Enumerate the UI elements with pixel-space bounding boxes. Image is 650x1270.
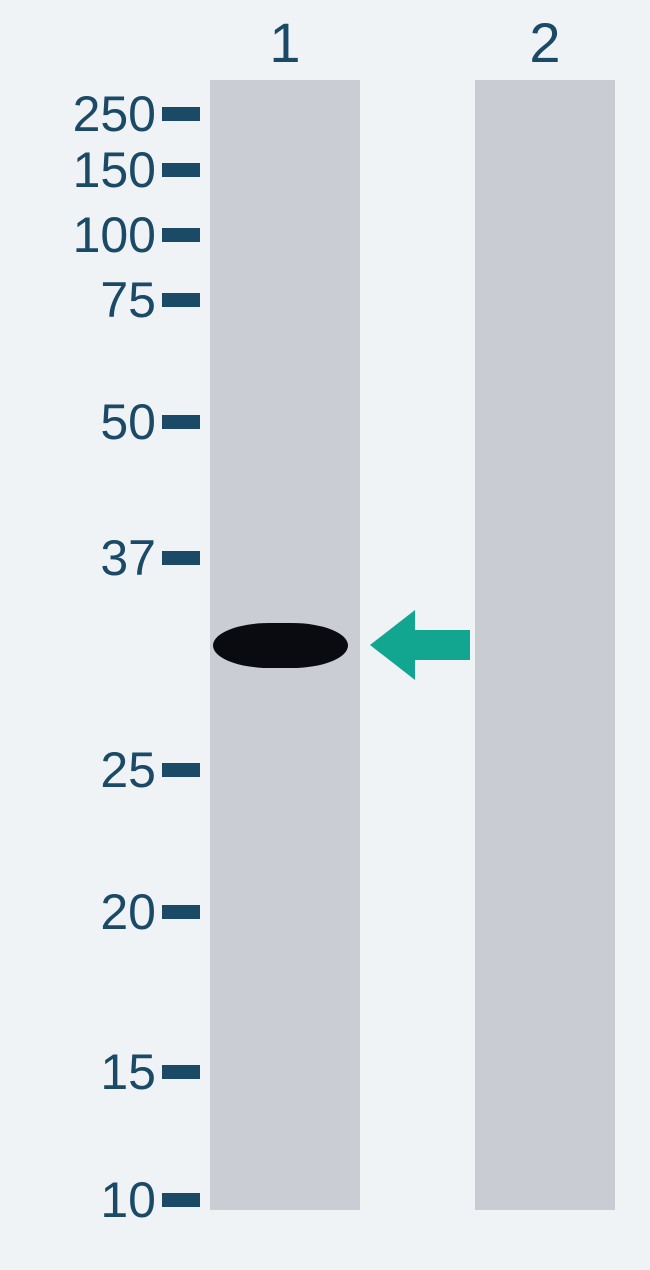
marker-row: 20 <box>0 887 200 937</box>
marker-row: 10 <box>0 1175 200 1225</box>
marker-label: 10 <box>100 1175 156 1225</box>
marker-label: 37 <box>100 533 156 583</box>
lane-header-1: 1 <box>245 10 325 75</box>
marker-label: 100 <box>73 210 156 260</box>
lane-2 <box>475 80 615 1210</box>
blot-canvas: 1 2 250 150 100 75 50 37 25 20 15 10 <box>0 0 650 1270</box>
marker-tick <box>162 551 200 565</box>
band <box>213 623 348 668</box>
marker-row: 15 <box>0 1047 200 1097</box>
marker-tick <box>162 163 200 177</box>
marker-tick <box>162 1193 200 1207</box>
lane-header-2: 2 <box>505 10 585 75</box>
marker-tick <box>162 293 200 307</box>
indicator-arrow-icon <box>370 610 470 680</box>
arrow-head <box>370 610 415 680</box>
marker-row: 25 <box>0 745 200 795</box>
marker-label: 250 <box>73 89 156 139</box>
marker-label: 25 <box>100 745 156 795</box>
marker-label: 15 <box>100 1047 156 1097</box>
marker-tick <box>162 1065 200 1079</box>
marker-tick <box>162 228 200 242</box>
marker-label: 75 <box>100 275 156 325</box>
arrow-shaft <box>415 630 470 660</box>
marker-tick <box>162 415 200 429</box>
marker-tick <box>162 763 200 777</box>
marker-row: 150 <box>0 145 200 195</box>
marker-label: 50 <box>100 397 156 447</box>
marker-label: 20 <box>100 887 156 937</box>
marker-row: 100 <box>0 210 200 260</box>
marker-tick <box>162 905 200 919</box>
marker-tick <box>162 107 200 121</box>
marker-row: 75 <box>0 275 200 325</box>
marker-row: 37 <box>0 533 200 583</box>
marker-row: 250 <box>0 89 200 139</box>
marker-row: 50 <box>0 397 200 447</box>
marker-label: 150 <box>73 145 156 195</box>
